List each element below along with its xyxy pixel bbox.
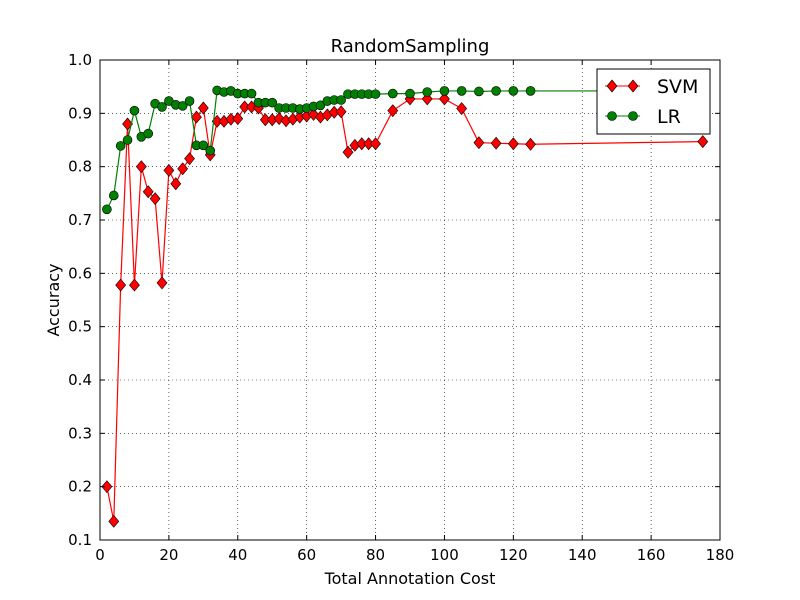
series-lr-point	[143, 128, 154, 139]
y-tick-label: 0.5	[68, 318, 92, 336]
series-svm-point	[197, 101, 209, 115]
series-lr-point	[439, 86, 450, 96]
x-tick-label: 0	[95, 546, 105, 564]
series-lr-point	[198, 140, 209, 151]
series-lr-point	[122, 135, 133, 145]
series-lr-point	[315, 100, 326, 111]
x-tick-label: 60	[297, 546, 316, 564]
y-tick-label: 0.6	[68, 264, 92, 282]
series-lr-point	[336, 95, 346, 105]
series-svm-point	[156, 276, 168, 290]
y-tick-label: 0.9	[68, 104, 92, 122]
y-tick-label: 0.3	[68, 424, 92, 442]
axis-ticks: 0 20 40 60 80 100 120 140 160 180 0.1 0.2 0.3 0.4 0.5 0…	[68, 51, 734, 564]
legend-entry-lr: LR	[605, 106, 681, 128]
chart-title: RandomSampling	[331, 36, 490, 57]
series-svm-point	[387, 104, 399, 118]
series-lr	[102, 85, 708, 215]
series-svm-point	[473, 136, 485, 150]
x-axis-label: Total Annotation Cost	[324, 569, 496, 588]
legend-entry-svm: SVM	[605, 76, 698, 98]
legend-box	[596, 68, 711, 135]
series-svm-point	[177, 162, 189, 176]
series-svm-point	[142, 185, 154, 199]
y-tick-label: 0.1	[68, 531, 92, 549]
legend-lr-label: LR	[657, 106, 681, 128]
legend-svm-marker	[627, 79, 639, 93]
y-tick-label: 0.8	[68, 158, 92, 176]
series-lr-point	[370, 89, 381, 99]
y-tick-label: 0.2	[68, 478, 92, 496]
series-svm-point	[439, 92, 450, 106]
series-svm-point	[149, 192, 161, 206]
series-svm-point	[456, 102, 468, 116]
series-lr-point	[525, 86, 536, 96]
series-svm-point	[507, 137, 519, 151]
y-axis-label: Accuracy	[44, 263, 63, 336]
series-svm-point	[342, 145, 354, 159]
x-tick-label: 180	[706, 546, 735, 564]
series-svm-point	[191, 110, 202, 124]
series-lr-point	[387, 88, 398, 99]
y-tick-label: 1.0	[68, 51, 92, 69]
series-svm	[101, 92, 709, 528]
series-svm-point	[184, 152, 195, 166]
series-lr-point	[474, 86, 484, 97]
y-tick-label: 0.4	[68, 371, 92, 389]
series-lr-point	[177, 101, 188, 111]
series-lr-point	[246, 88, 257, 99]
plot-series	[101, 85, 709, 528]
x-tick-label: 40	[228, 546, 247, 564]
x-tick-label: 140	[568, 546, 597, 564]
series-lr-point	[115, 141, 126, 151]
series-svm-point	[101, 480, 113, 494]
y-tick-label: 0.7	[68, 211, 92, 229]
series-lr-point	[205, 145, 216, 156]
series-svm-point	[232, 112, 244, 126]
legend: SVM LR	[596, 68, 711, 135]
series-svm-point	[163, 163, 175, 177]
series-lr-point	[129, 105, 140, 116]
series-svm-point	[108, 514, 120, 528]
series-svm-point	[370, 137, 381, 151]
series-lr-point	[267, 97, 278, 108]
series-svm-point	[335, 105, 347, 119]
series-lr-point	[491, 86, 501, 96]
series-lr-point	[456, 86, 467, 96]
series-lr-point	[157, 102, 167, 112]
series-lr-point	[102, 204, 112, 215]
x-tick-label: 80	[366, 546, 385, 564]
x-tick-label: 100	[430, 546, 459, 564]
series-lr-point	[184, 96, 195, 106]
series-svm-point	[525, 137, 536, 151]
series-lr-point	[508, 86, 519, 96]
series-svm-point	[697, 135, 709, 149]
legend-lr-marker	[607, 111, 617, 121]
series-lr-point	[405, 88, 415, 99]
legend-svm-label: SVM	[657, 76, 698, 98]
series-svm-point	[135, 160, 147, 174]
plot-frame	[99, 59, 721, 541]
series-svm-point	[490, 136, 502, 150]
series-lr-point	[108, 190, 119, 201]
x-tick-label: 160	[637, 546, 666, 564]
legend-svm-marker	[606, 79, 618, 93]
series-svm-point	[170, 177, 182, 191]
series-svm-point	[129, 278, 140, 292]
x-tick-label: 120	[499, 546, 528, 564]
series-svm-point	[115, 278, 127, 292]
x-tick-label: 20	[159, 546, 178, 564]
series-lr-point	[422, 87, 433, 97]
legend-lr-marker	[628, 111, 638, 121]
